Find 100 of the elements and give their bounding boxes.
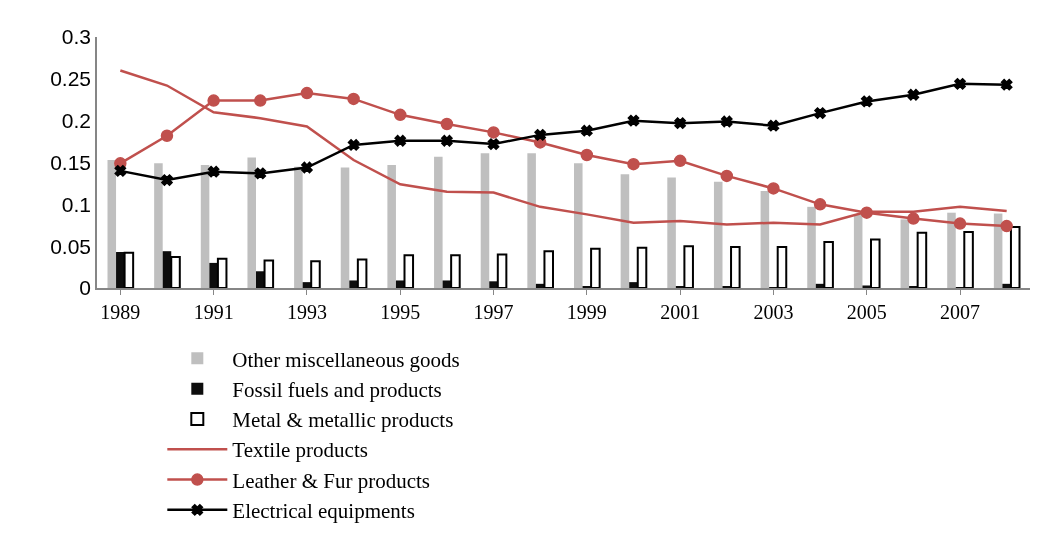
bar	[543, 250, 554, 288]
bar	[862, 285, 871, 288]
point	[114, 165, 127, 177]
x-tick-label: 2007	[940, 300, 981, 323]
x-tick-label: 2001	[660, 300, 701, 323]
y-tick-label: 0.05	[50, 234, 92, 258]
point	[394, 134, 407, 147]
x-tick-label: 1999	[566, 300, 607, 323]
legend-label: Textile products	[232, 438, 368, 463]
point	[487, 126, 500, 139]
bar	[853, 214, 863, 288]
bar	[310, 260, 321, 288]
bar	[823, 240, 834, 288]
legend-label: Metal & metallic products	[232, 408, 454, 433]
bar	[947, 212, 956, 288]
point	[814, 107, 826, 119]
bar	[496, 253, 508, 288]
line-series	[119, 69, 1008, 226]
point	[673, 154, 687, 168]
bar	[263, 259, 275, 288]
point	[674, 117, 686, 130]
point	[347, 139, 360, 151]
point	[161, 174, 173, 186]
legend-label: Other miscellaneous goods	[232, 347, 460, 372]
x-tick-label: 1993	[286, 300, 327, 323]
point	[440, 117, 454, 131]
y-tick-label: 0.3	[61, 25, 92, 49]
bar	[170, 256, 181, 288]
bar	[123, 251, 135, 288]
point	[767, 119, 780, 132]
legend-label: Fossil fuels and products	[232, 377, 442, 402]
bar	[154, 163, 163, 288]
bar	[216, 257, 228, 288]
bar	[683, 245, 694, 288]
legend-label: Leather & Fur products	[232, 468, 431, 493]
bar	[629, 282, 638, 288]
point	[347, 92, 360, 106]
point	[160, 129, 174, 142]
bar	[807, 206, 816, 288]
point	[1000, 78, 1013, 91]
bar	[636, 246, 648, 288]
bar	[574, 163, 583, 288]
point	[907, 212, 920, 225]
point	[254, 167, 267, 180]
bar	[434, 156, 443, 288]
point	[767, 182, 780, 195]
y-tick-label: 0.15	[50, 150, 92, 174]
bar	[730, 246, 741, 288]
bar	[667, 177, 676, 288]
bar	[900, 219, 910, 288]
bar	[713, 181, 723, 288]
point	[954, 78, 966, 90]
point	[534, 129, 547, 141]
bar	[387, 165, 396, 288]
x-tick-label: 1991	[193, 300, 234, 323]
point	[720, 115, 733, 128]
bar	[356, 258, 368, 288]
bar	[256, 271, 265, 288]
point	[953, 217, 967, 230]
point	[720, 169, 734, 183]
bar	[209, 262, 218, 288]
bar	[116, 252, 125, 288]
point	[860, 95, 873, 108]
y-tick-label: 0	[79, 276, 92, 300]
bar	[590, 247, 601, 288]
bar	[403, 254, 415, 288]
bar	[489, 281, 498, 288]
bar	[916, 231, 928, 288]
point	[207, 94, 220, 107]
point	[627, 114, 640, 127]
point	[860, 206, 873, 219]
point	[813, 198, 827, 211]
bar	[963, 230, 974, 288]
bar	[200, 165, 210, 288]
x-tick-label: 1989	[100, 300, 141, 323]
point	[487, 138, 500, 150]
x-tick-label: 2003	[753, 300, 794, 323]
x-tick-label: 1997	[473, 300, 514, 323]
bar	[340, 167, 350, 288]
bar	[527, 153, 536, 288]
bar	[395, 280, 405, 288]
y-tick-label: 0.2	[61, 109, 92, 133]
point	[580, 148, 594, 162]
bar	[776, 246, 788, 288]
point	[441, 134, 453, 147]
point	[301, 161, 313, 174]
bar	[870, 238, 881, 288]
point	[907, 88, 920, 101]
point	[627, 157, 640, 171]
y-tick-label: 0.1	[61, 192, 92, 216]
y-tick-label: 0.25	[50, 67, 92, 91]
point	[1000, 219, 1013, 233]
bar	[620, 174, 630, 288]
point	[300, 86, 314, 100]
bar	[1009, 225, 1021, 288]
x-tick-label: 2005	[846, 300, 887, 323]
bar	[349, 280, 358, 288]
bar	[107, 159, 117, 288]
point	[207, 165, 220, 178]
point	[254, 94, 267, 107]
